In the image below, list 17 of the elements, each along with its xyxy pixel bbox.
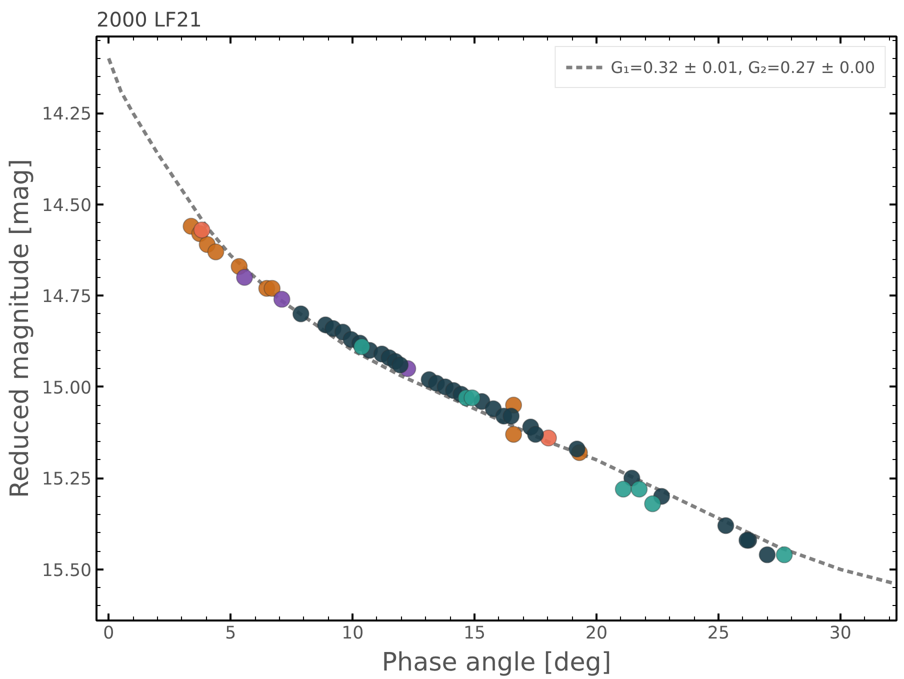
- chart-title: 2000 LF21: [96, 8, 202, 32]
- y-axis-title: Reduced magnitude [mag]: [4, 159, 34, 498]
- x-tick-label: 15: [464, 624, 486, 644]
- y-tick-label: 15.00: [42, 378, 92, 398]
- x-tick-label: 30: [829, 624, 852, 644]
- x-tick-label: 25: [707, 624, 730, 644]
- y-tick-label: 15.50: [42, 560, 92, 581]
- y-tick-label: 14.25: [42, 104, 92, 125]
- x-tick-label: 5: [225, 624, 236, 644]
- x-tick-label: 20: [585, 624, 608, 644]
- x-tick-label: 0: [103, 624, 114, 644]
- x-tick-label: 10: [342, 624, 364, 644]
- y-tick-label: 15.25: [42, 470, 92, 490]
- legend-label: G₁=0.32 ± 0.01, G₂=0.27 ± 0.00: [610, 58, 875, 76]
- y-tick-label: 14.75: [42, 287, 92, 308]
- x-axis-title: Phase angle [deg]: [382, 646, 612, 676]
- y-tick-label: 14.50: [42, 196, 92, 216]
